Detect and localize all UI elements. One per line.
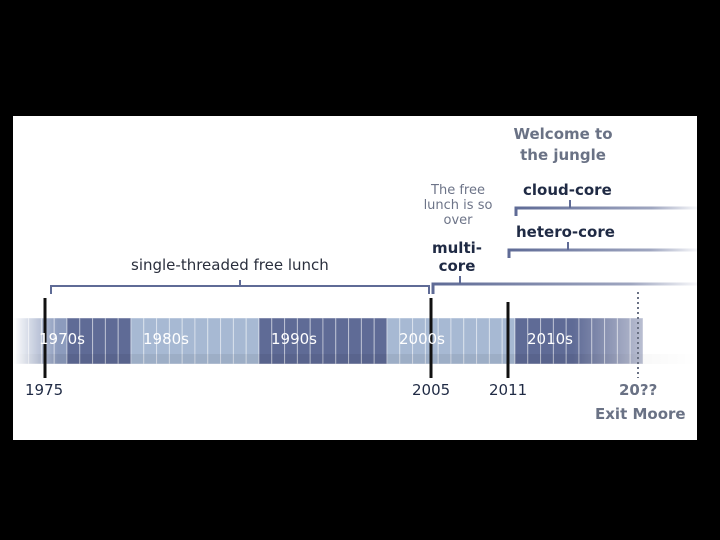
band-segment [335, 317, 350, 365]
band-segment [296, 317, 311, 365]
welcome-jungle-title: Welcome to the jungle [513, 125, 613, 164]
year-future: 20?? [619, 381, 658, 399]
band-segment [488, 317, 503, 365]
multi-core-label: multi-core [432, 239, 482, 275]
decade-1980s: 1980s [143, 330, 189, 348]
cloud-core-label: cloud-core [523, 181, 612, 199]
free-lunch-over-label: The free lunch is so over [423, 183, 493, 228]
year-2011: 2011 [489, 381, 528, 399]
exit-moore-label: Exit Moore [595, 405, 686, 423]
year-2005: 2005 [412, 381, 451, 399]
band-segment [399, 317, 414, 365]
hetero-core-label: hetero-core [516, 223, 615, 241]
timeline-diagram [13, 200, 697, 378]
band-segment [271, 317, 286, 365]
single-threaded-label: single-threaded free lunch [131, 256, 329, 274]
multi-core-bracket [431, 282, 697, 294]
band-segment [360, 317, 375, 365]
band-shade [13, 354, 697, 364]
band-fade-left [13, 318, 58, 364]
band-segment [463, 317, 478, 365]
band-segment [540, 317, 554, 365]
year-1975: 1975 [25, 381, 64, 399]
decade-2000s: 2000s [399, 330, 445, 348]
hetero-core-bracket [507, 248, 697, 258]
cloud-core-bracket [514, 206, 697, 216]
single-threaded-bracket [50, 280, 430, 294]
decade-2010s: 2010s [527, 330, 573, 348]
decade-1990s: 1990s [271, 330, 317, 348]
band-fade-right [573, 318, 697, 364]
decade-1970s: 1970s [39, 330, 85, 348]
slide: Welcome to the jungle The free lunch is … [13, 116, 697, 440]
